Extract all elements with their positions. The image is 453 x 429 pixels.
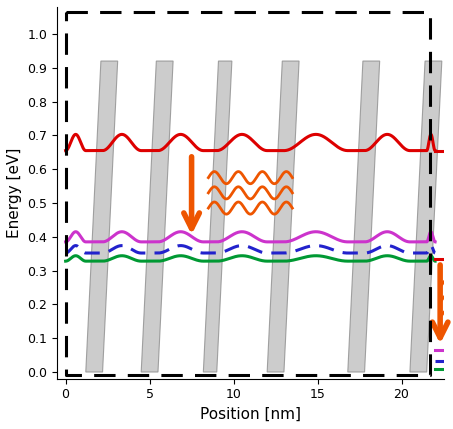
Polygon shape	[267, 61, 299, 372]
X-axis label: Position [nm]: Position [nm]	[200, 407, 301, 422]
Polygon shape	[86, 61, 118, 372]
Polygon shape	[141, 61, 173, 372]
Y-axis label: Energy [eV]: Energy [eV]	[7, 148, 22, 238]
Polygon shape	[203, 61, 232, 372]
Polygon shape	[410, 61, 442, 372]
Polygon shape	[348, 61, 380, 372]
